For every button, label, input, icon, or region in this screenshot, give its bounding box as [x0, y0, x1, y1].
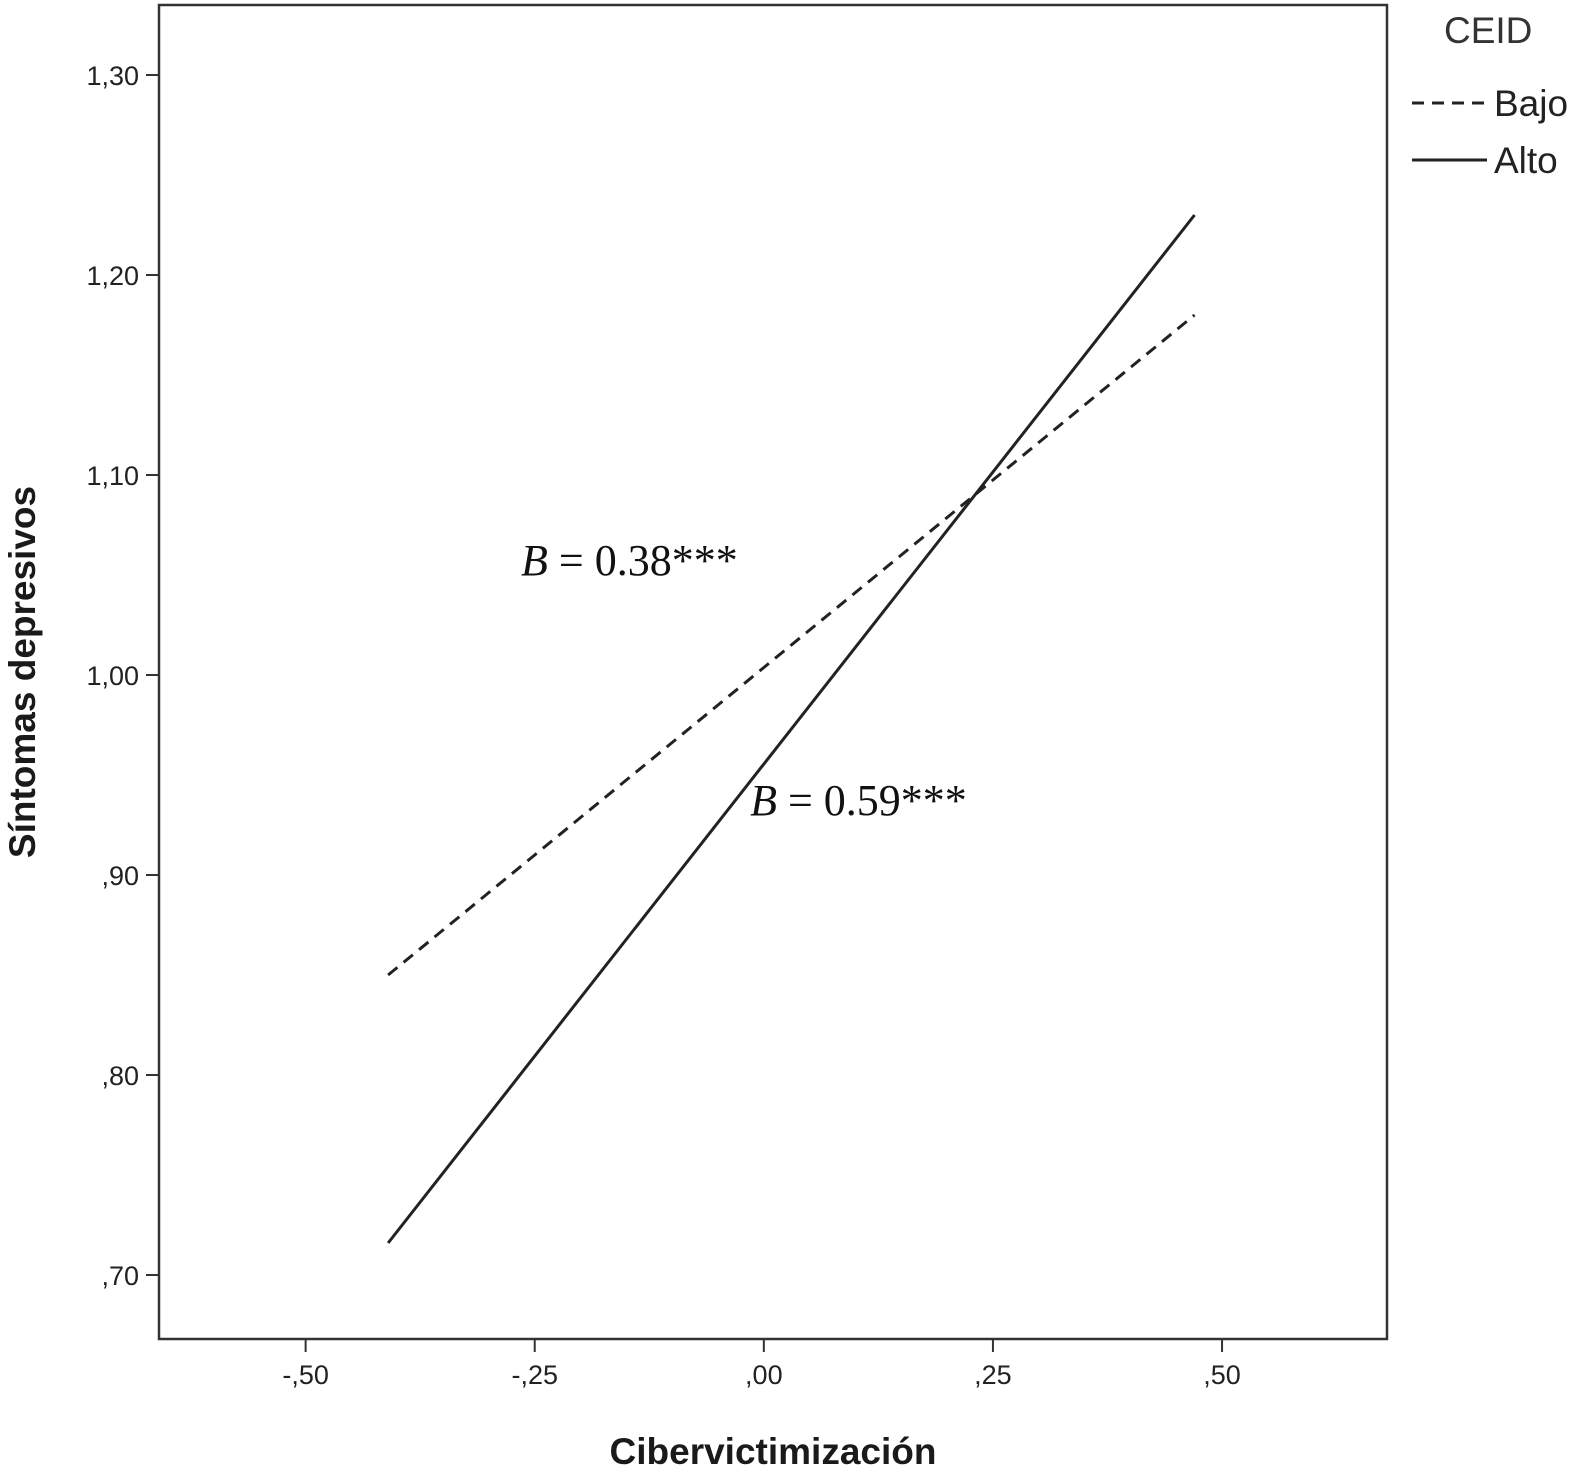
x-tick-label: ,50	[1203, 1360, 1241, 1390]
plot-frame	[157, 3, 1389, 1341]
annotation-variable: B	[750, 776, 777, 825]
y-tick-label: ,70	[101, 1261, 139, 1291]
slope-annotation-bajo: B = 0.38***	[521, 536, 738, 585]
slope-annotation-alto: B = 0.59***	[750, 776, 967, 825]
annotation-variable: B	[521, 536, 548, 585]
series-line-bajo	[387, 313, 1196, 977]
annotation-equals: =	[548, 536, 595, 585]
x-tick-label: ,25	[974, 1360, 1012, 1390]
legend-label-alto: Alto	[1494, 140, 1558, 181]
x-axis: -,50 -,25 ,00 ,25 ,50	[282, 1339, 1241, 1390]
legend: CEID Bajo Alto	[1412, 10, 1568, 181]
y-tick-label: ,80	[101, 1061, 139, 1091]
y-tick-label: ,90	[101, 861, 139, 891]
x-axis-title: Cibervictimización	[610, 1431, 937, 1472]
annotation-equals: =	[777, 776, 824, 825]
x-tick-label: -,25	[511, 1360, 558, 1390]
annotation-value: 0.59***	[824, 776, 967, 825]
legend-title: CEID	[1444, 10, 1532, 51]
series-line-alto	[386, 214, 1196, 1244]
y-axis-title: Síntomas depresivos	[2, 486, 43, 858]
x-tick-label: ,00	[745, 1360, 783, 1390]
legend-label-bajo: Bajo	[1494, 83, 1568, 124]
x-tick-label: -,50	[282, 1360, 329, 1390]
y-tick-label: 1,20	[86, 261, 139, 291]
annotation-value: 0.38***	[595, 536, 738, 585]
y-tick-label: 1,00	[86, 661, 139, 691]
y-axis: ,70 ,80 ,90 1,00 1,10 1,20 1,30	[86, 61, 159, 1291]
series-lines	[386, 214, 1196, 1244]
y-tick-label: 1,30	[86, 61, 139, 91]
slope-annotations: B = 0.38***B = 0.59***	[521, 536, 967, 825]
y-tick-label: 1,10	[86, 461, 139, 491]
